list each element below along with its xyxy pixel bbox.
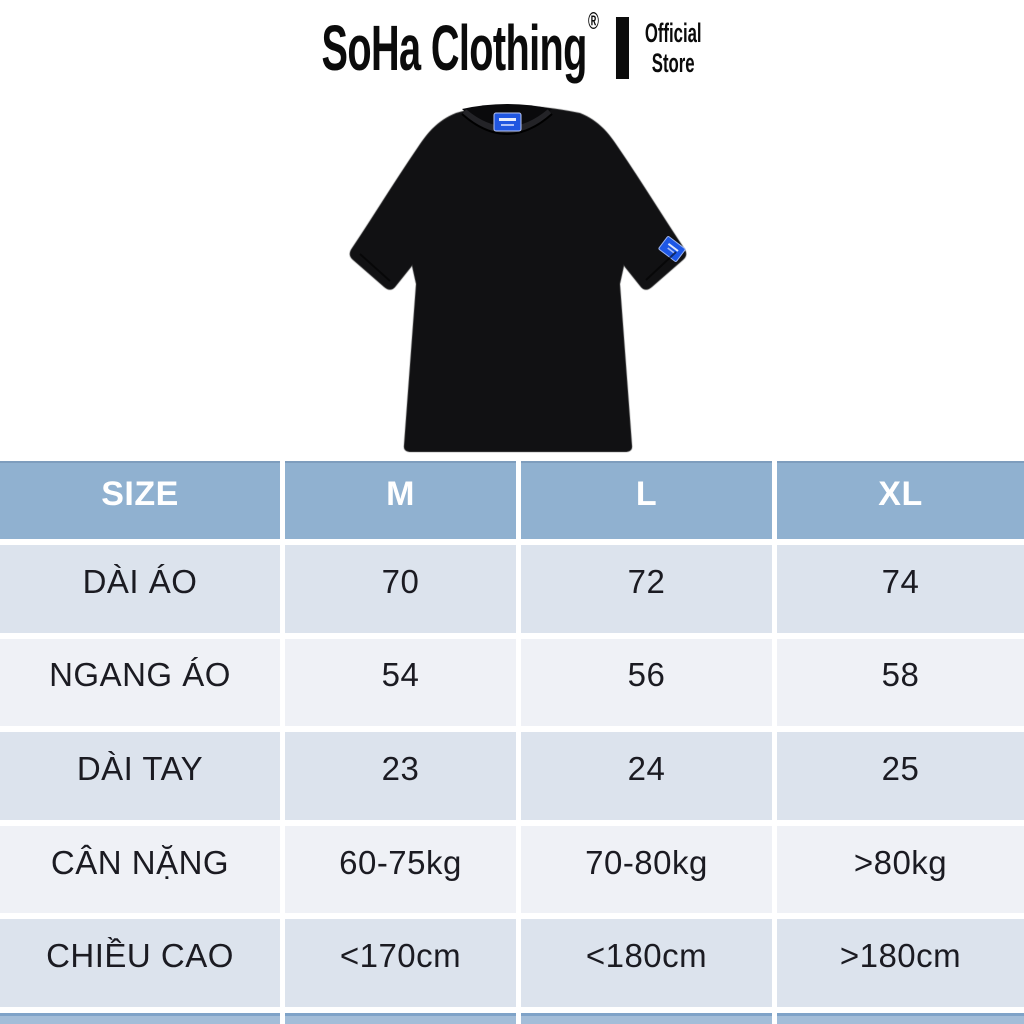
bottom-bar-segment [0,1012,280,1024]
table-row-ngang-ao: NGANG ÁO 54 56 58 [0,638,1024,727]
row-label: DÀI ÁO [0,545,280,633]
cell-value: 70-80kg [521,825,772,914]
cell-value: 54 [285,638,516,727]
bottom-bar-segment [521,1012,772,1024]
official-store-line1: Official [645,17,703,48]
table-row-dai-tay: DÀI TAY 23 24 25 [0,732,1024,820]
right-cuff-fold [645,251,677,281]
column-header-m: M [285,461,516,539]
cell-value: 25 [777,732,1024,820]
size-table: SIZE M L XL DÀI ÁO 70 72 74 NGANG ÁO 54 … [0,461,1024,1024]
logo-divider-bar [616,17,630,79]
column-header-l: L [521,461,772,539]
brand-name: SoHa Clothing® [322,10,599,81]
bottom-bar-segment [285,1012,516,1024]
brand-name-text: SoHa Clothing [321,12,588,84]
neck-label [493,112,522,132]
cell-value: <180cm [521,919,772,1007]
cell-value: >80kg [777,825,1024,914]
cell-value: 74 [777,545,1024,633]
left-cuff-fold [359,253,391,282]
sleeve-tag [658,236,686,262]
cell-value: 24 [521,732,772,820]
tshirt-image [349,104,687,453]
bottom-bar-segment [777,1012,1024,1024]
cell-value: 60-75kg [285,825,516,914]
row-label: CHIỀU CAO [0,919,280,1007]
brand-header: SoHa Clothing® Official Store [0,0,1024,96]
column-header-xl: XL [777,461,1024,539]
official-store-line2: Store [652,48,696,78]
row-label: NGANG ÁO [0,638,280,727]
cell-value: >180cm [777,919,1024,1007]
column-header-size: SIZE [0,461,280,539]
cell-value: 72 [521,545,772,633]
registered-trademark-icon: ® [588,8,599,35]
table-row-chieu-cao: CHIỀU CAO <170cm <180cm >180cm [0,919,1024,1007]
size-table-header-row: SIZE M L XL [0,461,1024,539]
brand-logo: SoHa Clothing® Official Store [322,10,702,81]
cell-value: <170cm [285,919,516,1007]
row-label: DÀI TAY [0,732,280,820]
row-label: CÂN NẶNG [0,825,280,914]
cell-value: 23 [285,732,516,820]
cell-value: 70 [285,545,516,633]
table-row-can-nang: CÂN NẶNG 60-75kg 70-80kg >80kg [0,825,1024,914]
cell-value: 56 [521,638,772,727]
collar-seam [461,113,553,135]
table-bottom-bar [0,1012,1024,1024]
tshirt-body [349,104,687,453]
official-store-label: Official Store [645,18,702,78]
cell-value: 58 [777,638,1024,727]
table-row-dai-ao: DÀI ÁO 70 72 74 [0,545,1024,633]
